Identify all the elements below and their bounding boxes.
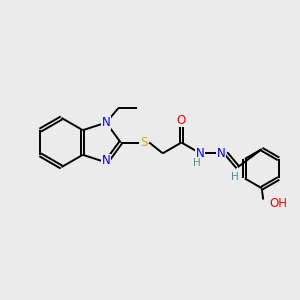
Text: H: H	[231, 172, 239, 182]
Text: N: N	[102, 116, 111, 129]
Text: O: O	[177, 113, 186, 127]
Text: N: N	[102, 154, 111, 167]
Text: N: N	[217, 147, 226, 160]
Text: N: N	[196, 147, 205, 160]
Text: H: H	[193, 158, 200, 168]
Text: S: S	[140, 136, 148, 149]
Text: OH: OH	[270, 197, 288, 210]
